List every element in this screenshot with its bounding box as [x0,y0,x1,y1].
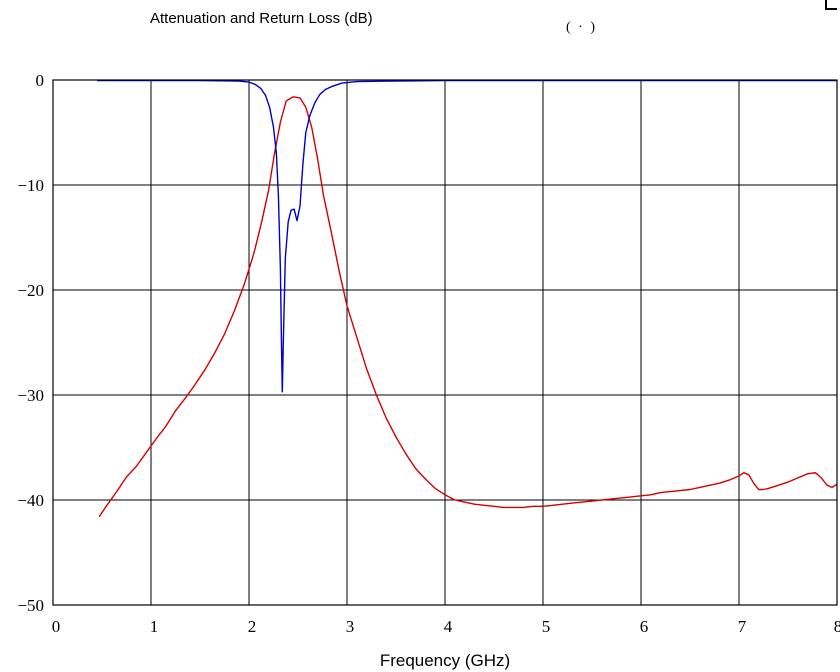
x-tick-label: 0 [52,617,61,636]
series-group [97,79,838,518]
x-tick-labels: 0 1 2 3 4 5 6 7 8 [52,617,840,636]
x-tick-label: 7 [738,617,747,636]
chart-title: Attenuation and Return Loss (dB) [150,10,373,27]
y-tick-label: −20 [17,281,44,300]
y-tick-label: −40 [17,491,44,510]
x-tick-label: 6 [640,617,649,636]
y-tick-label: −30 [17,386,44,405]
x-axis-label: Frequency (GHz) [380,651,510,670]
y-tick-label: −10 [17,176,44,195]
corner-mark [825,0,837,10]
x-tick-label: 2 [248,617,257,636]
grid [53,80,837,605]
y-tick-labels: 0 −10 −20 −30 −40 −50 [17,71,44,615]
y-tick-label: −50 [17,596,44,615]
chart-title-fragment: ( · ) [566,20,597,35]
x-tick-label: 4 [444,617,453,636]
series-line-1 [98,96,838,518]
x-tick-label: 8 [834,617,840,636]
x-tick-label: 3 [346,617,355,636]
y-tick-label: 0 [36,71,45,90]
series-line-2 [97,79,837,393]
x-tick-label: 1 [150,617,159,636]
plot-frame [52,79,838,606]
x-tick-label: 5 [542,617,551,636]
